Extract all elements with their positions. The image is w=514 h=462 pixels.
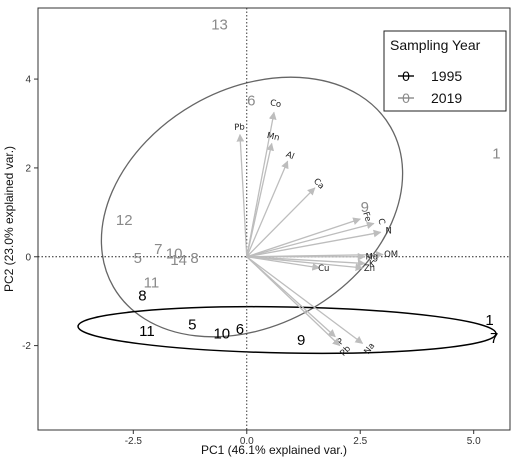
y-axis: -2 0 2 4 — [22, 75, 38, 352]
obs-2019-14: 14 — [170, 252, 187, 269]
y-axis-label: PC2 (23.0% explained var.) — [2, 146, 16, 292]
obs-1995-5: 5 — [188, 317, 196, 334]
loading-arrow-cu — [246, 256, 321, 271]
legend-entry-2019: 0 2019 — [398, 90, 462, 106]
obs-2019-12: 12 — [116, 212, 133, 229]
loading-label-c: C — [375, 217, 386, 225]
loading-label-mg: Mg — [365, 252, 378, 262]
obs-2019-13: 13 — [211, 17, 228, 34]
loading-label-pb: Pb — [234, 122, 245, 133]
legend-label-1995: 1995 — [431, 68, 462, 84]
loading-arrow-pb — [246, 256, 341, 347]
legend-key-glyph-2019: 0 — [402, 90, 410, 106]
loading-arrow-mn — [246, 142, 275, 257]
legend: Sampling Year 0 1995 0 2019 — [383, 30, 507, 112]
obs-1995-10: 10 — [213, 325, 230, 342]
loading-arrow-ca — [246, 187, 316, 258]
y-tick-label: -2 — [22, 341, 31, 352]
x-axis: -2.5 0.0 2.5 5.0 — [125, 430, 481, 447]
loading-label-n: N — [386, 226, 392, 236]
legend-entry-1995: 0 1995 — [398, 68, 462, 84]
loading-arrow-na — [246, 256, 364, 344]
obs-1995-6: 6 — [236, 321, 244, 338]
y-tick-label: 2 — [25, 163, 31, 174]
obs-1995-11: 11 — [139, 323, 155, 340]
loading-label-fe: Fe — [360, 211, 373, 223]
obs-2019-1: 1 — [492, 146, 500, 163]
loading-label-al: Al — [284, 150, 295, 162]
loading-arrow-n — [246, 229, 382, 258]
loading-arrow-fe — [246, 217, 361, 258]
loading-arrow-zn — [246, 256, 364, 272]
ellipse-2019 — [100, 76, 404, 338]
loading-arrow-al — [246, 160, 289, 258]
loading-label-co: Co — [269, 98, 282, 110]
obs-2019-9: 9 — [361, 199, 369, 216]
x-tick-label: 0.0 — [240, 436, 254, 447]
x-tick-label: 2.5 — [353, 436, 367, 447]
obs-2019-11: 11 — [144, 274, 160, 291]
loading-arrow-k — [246, 256, 366, 267]
confidence-ellipses — [77, 76, 497, 355]
x-tick-label: 5.0 — [467, 436, 481, 447]
obs-2019-5: 5 — [134, 250, 142, 267]
obs-1995-8: 8 — [138, 288, 146, 305]
legend-title: Sampling Year — [390, 37, 481, 53]
y-tick-label: 4 — [25, 75, 31, 86]
loading-label-k: K — [369, 259, 375, 269]
obs-1995-9: 9 — [297, 332, 305, 349]
legend-label-2019: 2019 — [431, 90, 462, 106]
legend-key-glyph-1995: 0 — [402, 68, 410, 84]
loading-label-om: OM — [384, 250, 398, 260]
obs-1995-1: 1 — [485, 312, 493, 329]
loading-label-na: Na — [362, 341, 377, 356]
obs-2019-6: 6 — [247, 92, 255, 109]
obs-2019-7: 7 — [154, 241, 162, 258]
obs-1995-7: 7 — [490, 330, 498, 347]
loading-arrow-co — [246, 111, 277, 257]
obs-2019-10: 10 — [166, 246, 183, 263]
loading-arrow-c — [246, 221, 375, 258]
y-tick-label: 0 — [25, 252, 31, 263]
loading-label-mn: Mn — [266, 131, 281, 144]
loading-label-p: P — [336, 337, 347, 348]
loading-arrow-pb — [236, 133, 248, 257]
x-tick-label: -2.5 — [125, 436, 143, 447]
ellipse-1995 — [77, 305, 497, 355]
obs-2019-8: 8 — [190, 250, 198, 267]
plot-panel-border — [37, 7, 511, 431]
loading-label-cu: Cu — [318, 264, 329, 274]
x-axis-label: PC1 (46.1% explained var.) — [201, 443, 347, 457]
loading-label-zn: Zn — [364, 264, 375, 274]
